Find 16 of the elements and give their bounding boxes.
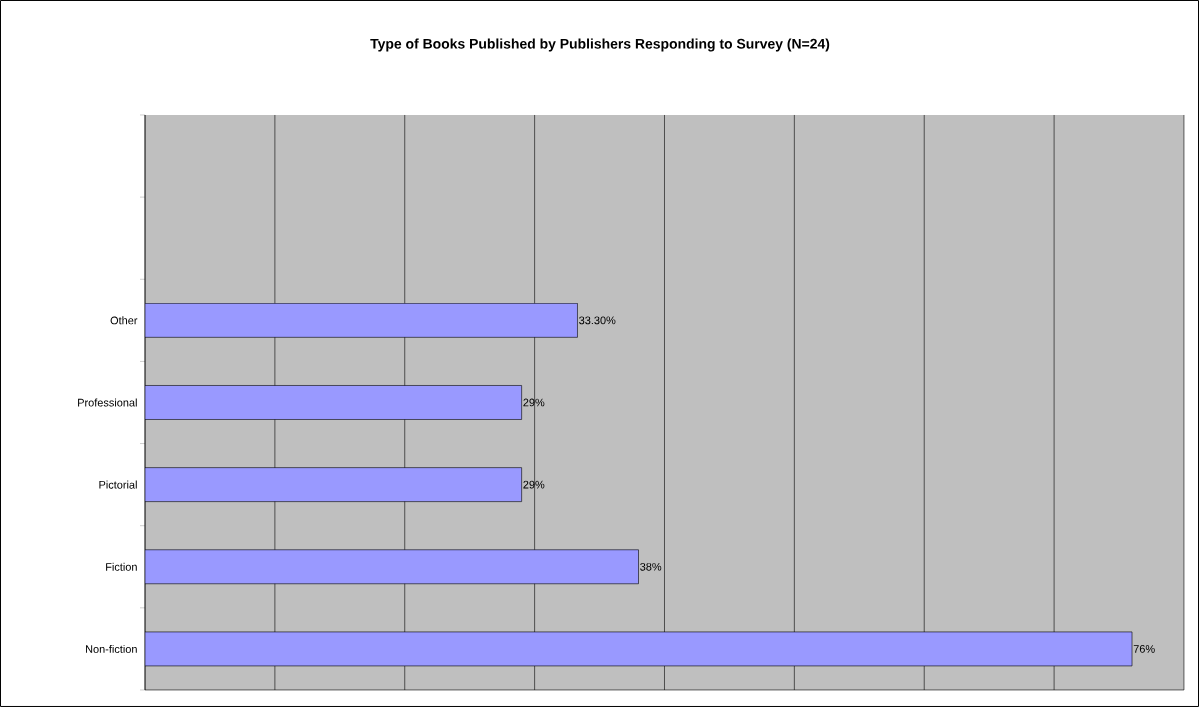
y-tick-label: Other bbox=[110, 316, 138, 325]
bar bbox=[145, 631, 1133, 667]
bar bbox=[145, 549, 639, 585]
y-tick-label: Non-fiction bbox=[86, 644, 137, 653]
chart-title: Type of Books Published by Publishers Responding to Survey (N=24) bbox=[370, 38, 830, 52]
data-label: 76% bbox=[1133, 645, 1155, 653]
data-label: 38% bbox=[640, 562, 662, 571]
data-label: 29% bbox=[523, 480, 545, 489]
data-label: 33.30% bbox=[579, 316, 616, 325]
data-label: 29% bbox=[523, 398, 545, 407]
bar bbox=[145, 467, 522, 502]
y-tick-label: Fiction bbox=[106, 562, 137, 571]
y-tick-label: Pictorial bbox=[99, 480, 137, 489]
y-tick-label: Professional bbox=[78, 398, 137, 407]
bar bbox=[145, 385, 522, 420]
bar bbox=[145, 303, 578, 338]
